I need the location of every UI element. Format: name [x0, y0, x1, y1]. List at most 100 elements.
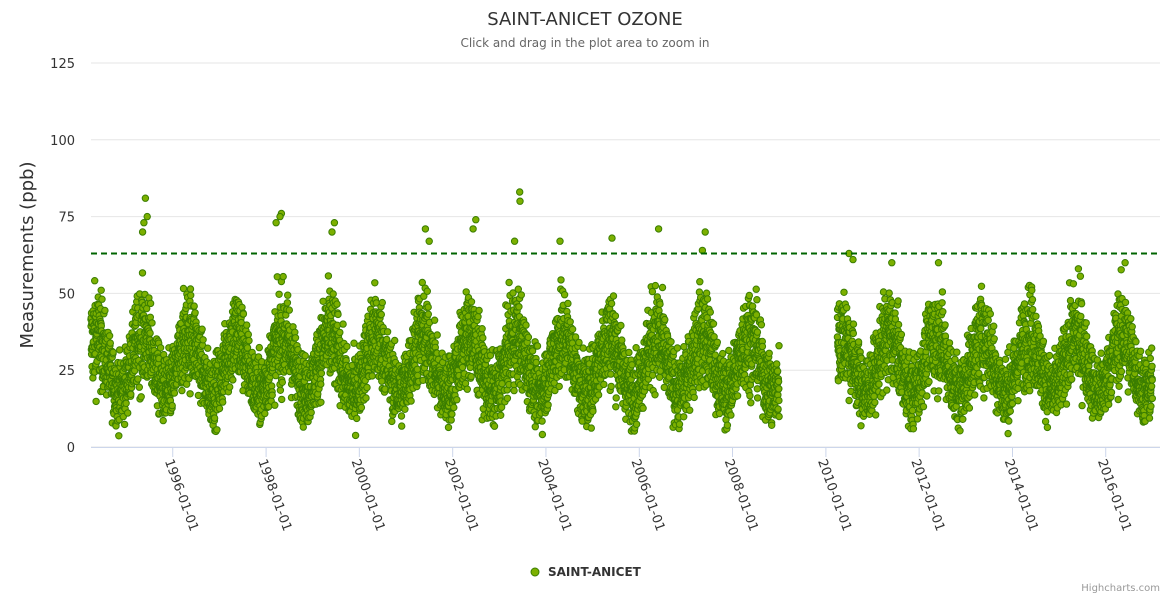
data-point[interactable]	[353, 414, 361, 423]
data-point[interactable]	[98, 295, 106, 303]
data-point[interactable]	[120, 420, 129, 429]
data-point[interactable]	[299, 423, 307, 431]
data-point[interactable]	[219, 398, 227, 406]
data-point[interactable]	[243, 321, 251, 329]
data-point[interactable]	[680, 413, 688, 421]
data-point[interactable]	[168, 401, 176, 410]
data-point[interactable]	[109, 348, 117, 356]
data-point[interactable]	[383, 328, 392, 336]
data-point[interactable]	[371, 279, 379, 287]
data-point[interactable]	[632, 420, 641, 428]
data-point[interactable]	[607, 299, 616, 308]
data-point[interactable]	[467, 298, 476, 306]
data-point[interactable]	[122, 399, 130, 407]
data-point[interactable]	[137, 393, 145, 401]
data-point[interactable]	[651, 281, 660, 290]
data-point[interactable]	[186, 285, 195, 293]
data-point[interactable]	[709, 320, 718, 328]
data-point[interactable]	[444, 423, 453, 432]
data-point[interactable]	[339, 320, 347, 328]
data-point[interactable]	[279, 272, 287, 281]
data-point[interactable]	[213, 426, 221, 434]
data-point[interactable]	[115, 432, 123, 440]
data-point[interactable]	[146, 329, 154, 337]
data-point[interactable]	[696, 278, 704, 286]
data-point[interactable]	[658, 283, 667, 292]
data-point[interactable]	[97, 286, 105, 294]
data-point[interactable]	[467, 372, 475, 381]
data-point[interactable]	[510, 386, 518, 395]
data-point[interactable]	[333, 300, 341, 308]
data-point[interactable]	[607, 382, 615, 391]
data-point[interactable]	[199, 336, 207, 344]
data-point[interactable]	[135, 383, 144, 391]
data-point[interactable]	[397, 412, 406, 420]
data-point[interactable]	[357, 403, 366, 412]
data-point[interactable]	[285, 306, 293, 314]
data-point[interactable]	[607, 370, 615, 378]
data-point[interactable]	[317, 398, 325, 406]
data-point[interactable]	[381, 385, 389, 393]
data-point[interactable]	[448, 410, 456, 418]
data-point[interactable]	[156, 344, 165, 352]
data-point[interactable]	[198, 325, 206, 333]
data-point[interactable]	[424, 303, 432, 311]
data-point[interactable]	[628, 361, 636, 369]
data-point[interactable]	[278, 395, 286, 404]
data-point[interactable]	[127, 390, 135, 398]
data-point[interactable]	[560, 291, 569, 299]
data-point[interactable]	[301, 352, 309, 360]
data-point[interactable]	[343, 342, 351, 351]
data-point[interactable]	[524, 333, 533, 341]
data-point[interactable]	[617, 321, 625, 330]
data-point[interactable]	[497, 411, 505, 419]
data-point[interactable]	[377, 310, 385, 319]
data-point[interactable]	[555, 382, 563, 391]
data-point[interactable]	[336, 328, 344, 337]
data-point[interactable]	[124, 409, 132, 417]
data-point[interactable]	[378, 298, 386, 307]
data-point[interactable]	[307, 408, 315, 417]
data-point[interactable]	[686, 406, 694, 414]
data-point[interactable]	[713, 338, 721, 346]
data-point[interactable]	[611, 312, 620, 320]
series-saint-anicet[interactable]	[87, 188, 1157, 440]
data-point[interactable]	[159, 416, 167, 425]
data-point[interactable]	[458, 363, 467, 372]
data-point[interactable]	[134, 375, 142, 383]
data-point[interactable]	[587, 424, 595, 432]
data-point[interactable]	[557, 276, 565, 284]
data-point[interactable]	[148, 319, 156, 327]
data-point[interactable]	[268, 391, 276, 399]
data-point[interactable]	[283, 299, 292, 307]
data-point[interactable]	[538, 417, 546, 425]
data-point[interactable]	[187, 291, 195, 299]
data-point[interactable]	[719, 349, 727, 358]
data-point[interactable]	[186, 390, 194, 398]
data-point[interactable]	[329, 290, 337, 298]
data-point[interactable]	[655, 373, 664, 381]
data-point[interactable]	[362, 394, 370, 402]
data-point[interactable]	[612, 403, 620, 411]
data-point[interactable]	[92, 397, 100, 406]
data-point[interactable]	[656, 300, 664, 308]
data-point[interactable]	[398, 422, 406, 430]
data-point[interactable]	[278, 378, 286, 386]
data-point[interactable]	[138, 269, 147, 277]
data-point[interactable]	[116, 346, 124, 354]
data-point[interactable]	[447, 416, 455, 424]
data-point[interactable]	[706, 308, 714, 316]
data-point[interactable]	[609, 292, 618, 300]
data-point[interactable]	[651, 391, 659, 399]
data-point[interactable]	[453, 396, 461, 404]
data-point[interactable]	[675, 420, 684, 428]
data-point[interactable]	[229, 376, 237, 384]
data-point[interactable]	[625, 348, 633, 357]
data-point[interactable]	[532, 358, 540, 367]
data-point[interactable]	[271, 401, 279, 409]
data-point[interactable]	[363, 383, 371, 392]
data-point[interactable]	[594, 391, 603, 399]
data-point[interactable]	[515, 303, 523, 311]
